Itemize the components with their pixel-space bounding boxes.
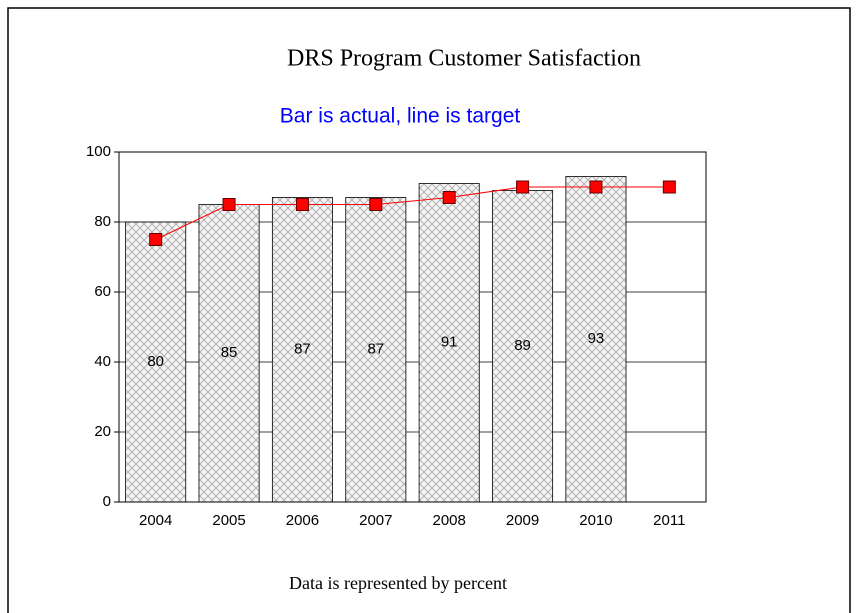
- target-marker: [295, 198, 309, 211]
- x-tick-label: 2010: [579, 512, 612, 529]
- target-marker: [662, 180, 676, 194]
- target-marker: [442, 191, 456, 204]
- target-marker: [516, 180, 530, 194]
- data-label: 89: [514, 337, 531, 354]
- y-tick-label: 100: [86, 143, 111, 160]
- target-marker: [149, 233, 163, 246]
- data-label: 91: [441, 334, 458, 351]
- data-label: 85: [221, 344, 238, 361]
- footnote: Data is represented by percent: [289, 573, 507, 593]
- target-marker: [222, 198, 236, 211]
- x-tick-label: 2006: [286, 512, 319, 529]
- y-tick-label: 0: [103, 493, 111, 510]
- chart-subtitle: Bar is actual, line is target: [280, 105, 521, 128]
- data-label: 87: [294, 341, 311, 358]
- bar: [345, 197, 407, 503]
- bar: [492, 190, 554, 503]
- data-label: 93: [588, 330, 605, 347]
- y-tick-label: 80: [94, 213, 111, 230]
- target-marker: [369, 198, 383, 211]
- slide-border: [7, 7, 851, 613]
- x-tick-label: 2007: [359, 512, 392, 529]
- x-tick-label: 2005: [212, 512, 245, 529]
- y-tick-label: 40: [94, 353, 111, 370]
- y-tick-label: 60: [94, 283, 111, 300]
- y-tick-label: 20: [94, 423, 111, 440]
- plot-frame: [118, 151, 707, 503]
- bar: [125, 221, 187, 503]
- x-tick-label: 2004: [139, 512, 172, 529]
- x-tick-label: 2008: [433, 512, 466, 529]
- data-label: 87: [367, 341, 384, 358]
- x-tick-label: 2011: [653, 512, 685, 529]
- x-tick-label: 2009: [506, 512, 539, 529]
- bar: [418, 183, 480, 503]
- target-marker: [589, 180, 603, 194]
- data-label: 80: [147, 353, 164, 370]
- chart-title: DRS Program Customer Satisfaction: [287, 46, 641, 72]
- bar: [565, 176, 627, 503]
- target-line: [155, 186, 670, 240]
